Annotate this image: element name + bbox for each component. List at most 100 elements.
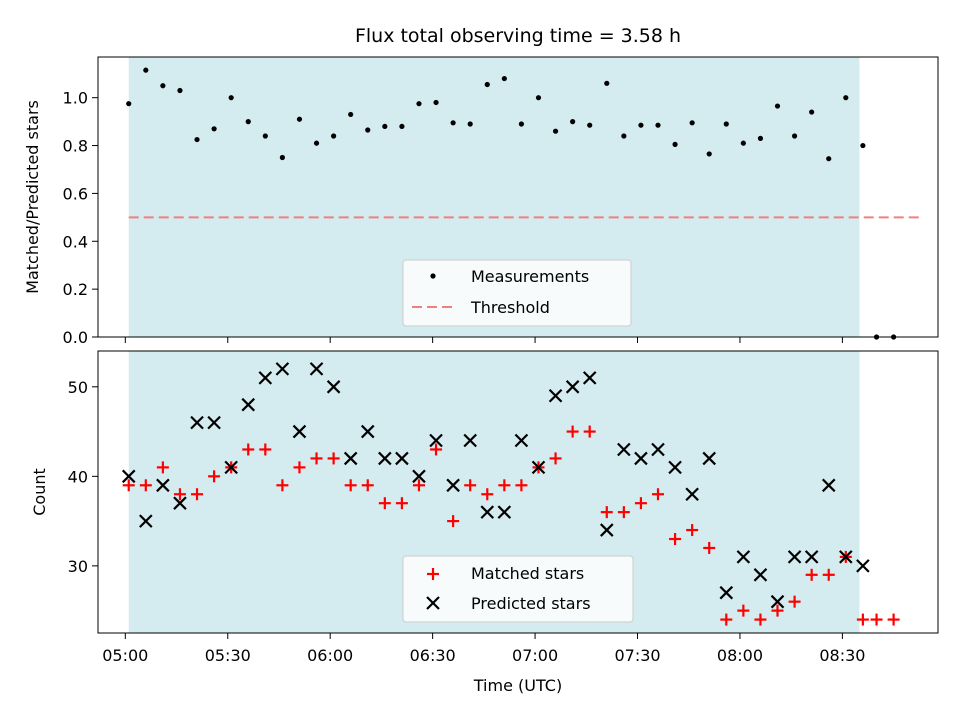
- measurement-point: [723, 121, 729, 127]
- matched-star-point: [669, 533, 682, 545]
- matched-star-point: [549, 452, 562, 465]
- matched-star-point: [634, 497, 647, 510]
- matched-star-point: [566, 425, 579, 438]
- top-panel: 0.0 0.2 0.4 0.6 0.8 1.0 Matched/Predicted sta…: [23, 56, 939, 347]
- matched-stars-points: [122, 425, 900, 626]
- predicted-star-point: [736, 550, 751, 564]
- measurement-point: [143, 67, 149, 73]
- bottom-y-tick-label: 40: [68, 467, 88, 486]
- legend-threshold-label: Threshold: [470, 298, 550, 317]
- top-y-axis-label: Matched/Predicted stars: [23, 100, 42, 294]
- measurement-point: [757, 135, 764, 141]
- matched-star-point: [361, 479, 374, 492]
- measurement-point: [826, 156, 832, 162]
- measurement-points: [126, 67, 897, 340]
- measurement-point: [245, 119, 251, 125]
- predicted-star-point: [582, 371, 597, 385]
- matched-star-point: [686, 524, 699, 537]
- measurement-point: [843, 95, 849, 101]
- matched-star-point: [276, 479, 289, 492]
- measurement-point: [160, 83, 166, 89]
- measurement-point: [467, 121, 473, 127]
- measurement-point: [809, 109, 815, 115]
- predicted-star-point: [156, 478, 170, 493]
- legend-predicted-label: Predicted stars: [471, 594, 591, 613]
- measurement-point: [433, 99, 439, 106]
- bottom-axes-frame: [97, 350, 939, 634]
- matched-star-point: [430, 443, 443, 456]
- matched-star-point: [652, 488, 664, 501]
- measurement-point: [194, 136, 200, 143]
- matched-star-point: [856, 613, 869, 626]
- chart-title: Flux total observing time = 3.58 h: [355, 25, 681, 47]
- measurement-point: [655, 122, 661, 128]
- top-y-tick-label: 0.2: [63, 280, 88, 299]
- predicted-star-point: [497, 505, 512, 519]
- predicted-star-point: [241, 397, 256, 412]
- top-y-tick-label: 0.0: [63, 328, 88, 347]
- matched-star-point: [805, 568, 818, 581]
- bottom-x-tick-label: 07:30: [614, 646, 660, 665]
- matched-star-point: [515, 479, 528, 492]
- predicted-star-point: [224, 460, 238, 475]
- predicted-star-point: [651, 442, 665, 457]
- predicted-star-point: [121, 469, 136, 484]
- predicted-star-point: [856, 559, 870, 573]
- matched-star-point: [600, 506, 613, 519]
- matched-star-point: [293, 461, 306, 474]
- matched-star-point: [156, 461, 169, 474]
- legend-predicted-marker: [426, 596, 440, 610]
- measurement-point: [860, 142, 866, 149]
- predicted-star-point: [378, 451, 392, 466]
- predicted-star-point: [753, 568, 768, 582]
- predicted-star-point: [702, 451, 716, 466]
- matched-star-point: [822, 568, 835, 581]
- matched-star-point: [412, 479, 425, 492]
- matched-star-point: [395, 497, 408, 510]
- measurement-point: [211, 126, 217, 132]
- measurement-point: [399, 123, 405, 130]
- predicted-star-point: [292, 424, 307, 439]
- measurement-point: [501, 75, 507, 82]
- measurement-point: [740, 140, 746, 146]
- bottom-y-tick-label: 50: [68, 378, 88, 397]
- predicted-star-point: [463, 433, 477, 448]
- matched-star-point: [887, 613, 900, 626]
- predicted-star-point: [412, 469, 426, 484]
- measurement-point: [228, 95, 234, 101]
- predicted-star-point: [565, 380, 580, 394]
- predicted-star-point: [531, 460, 546, 475]
- matched-star-point: [310, 452, 323, 465]
- matched-star-point: [259, 443, 272, 456]
- predicted-star-point: [548, 388, 563, 403]
- bottom-y-ticks: 30 40 50: [68, 378, 98, 576]
- predicted-star-point: [190, 415, 204, 430]
- bottom-x-axis-label: Time (UTC): [473, 676, 562, 695]
- matched-star-point: [737, 604, 750, 617]
- measurement-point: [177, 87, 183, 94]
- matched-star-point: [327, 452, 340, 465]
- predicted-star-point: [309, 362, 324, 376]
- predicted-star-point: [360, 424, 375, 439]
- measurement-point: [126, 101, 132, 107]
- bottom-legend: Matched stars Predicted stars: [402, 555, 634, 623]
- predicted-star-point: [634, 451, 648, 466]
- matched-star-point: [481, 488, 494, 501]
- predicted-star-point: [343, 451, 358, 466]
- predicted-star-point: [446, 478, 460, 493]
- predicted-star-point: [787, 550, 802, 564]
- bottom-y-axis-label: Count: [30, 468, 49, 516]
- bottom-x-ticks: 05:00 05:30 06:00 06:30 07:00 07:30 08:00 08:30: [102, 633, 865, 665]
- matched-star-point: [344, 479, 357, 492]
- measurement-point: [279, 154, 285, 161]
- matched-star-point: [583, 425, 596, 438]
- bottom-y-tick-label: 30: [68, 557, 88, 576]
- predicted-star-point: [395, 451, 409, 466]
- measurement-point: [791, 133, 798, 139]
- matched-star-point: [122, 479, 135, 492]
- measurement-point: [621, 133, 627, 139]
- top-y-ticks: 0.0 0.2 0.4 0.6 0.8 1.0: [63, 89, 98, 347]
- measurement-point: [450, 120, 456, 126]
- predicted-star-point: [429, 433, 443, 448]
